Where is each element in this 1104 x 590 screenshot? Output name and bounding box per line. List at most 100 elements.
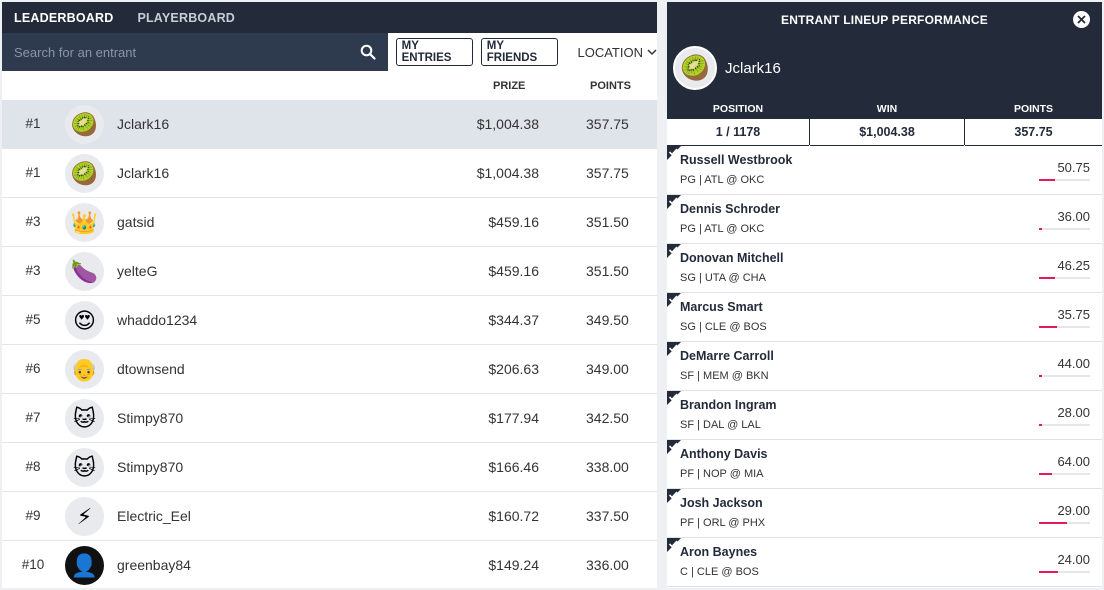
player-progress-bar xyxy=(1039,375,1090,377)
avatar: ⚡ xyxy=(65,497,104,536)
player-points: 64.00 xyxy=(1057,454,1090,469)
chevron-down-icon xyxy=(647,48,657,55)
checkmark-icon xyxy=(667,195,681,209)
player-progress-bar xyxy=(1039,473,1090,475)
my-entries-button[interactable]: MY ENTRIES xyxy=(395,38,473,66)
player-progress-bar xyxy=(1039,228,1090,230)
progress-fill xyxy=(1039,179,1056,181)
player-name: Russell Westbrook xyxy=(680,153,793,167)
prize-column-header: PRIZE xyxy=(493,80,526,92)
entrant-name[interactable]: Jclark16 xyxy=(117,165,170,181)
checkmark-icon xyxy=(667,391,681,405)
player-name: Anthony Davis xyxy=(680,447,768,461)
tab-bar: LEADERBOARD PLAYERBOARD xyxy=(2,2,657,33)
entrant-name[interactable]: Electric_Eel xyxy=(117,508,191,524)
player-game-info: PF | NOP @ MIA xyxy=(680,468,764,480)
tab-playerboard[interactable]: PLAYERBOARD xyxy=(137,10,236,25)
table-row[interactable]: #3 🍆 yelteG $459.16 351.50 xyxy=(2,247,657,296)
player-progress-bar xyxy=(1039,571,1090,573)
stat-position: POSITION 1 / 1178 xyxy=(667,99,810,146)
toolbar: MY ENTRIES MY FRIENDS LOCATION xyxy=(2,33,657,71)
table-row[interactable]: #10 👤 greenbay84 $149.24 336.00 xyxy=(2,541,657,588)
table-row[interactable]: #9 ⚡ Electric_Eel $160.72 337.50 xyxy=(2,492,657,541)
entrant-points: 349.00 xyxy=(586,361,629,377)
location-dropdown[interactable]: LOCATION xyxy=(577,45,657,60)
player-points: 36.00 xyxy=(1057,209,1090,224)
stat-value: 1 / 1178 xyxy=(667,119,809,146)
entrant-rank: #9 xyxy=(25,508,41,523)
table-row[interactable]: #1 🥝 Jclark16 $1,004.38 357.75 xyxy=(2,149,657,198)
list-item[interactable]: Aron Baynes C | CLE @ BOS 24.00 xyxy=(667,538,1102,587)
list-item[interactable]: Josh Jackson PF | ORL @ PHX 29.00 xyxy=(667,489,1102,538)
entrant-prize: $160.72 xyxy=(488,508,539,524)
player-points: 50.75 xyxy=(1057,160,1090,175)
avatar: 👴 xyxy=(65,350,104,389)
stat-value: 357.75 xyxy=(965,119,1102,146)
table-row[interactable]: #5 😍 whaddo1234 $344.37 349.50 xyxy=(2,296,657,345)
entrant-prize: $166.46 xyxy=(488,459,539,475)
player-game-info: SG | CLE @ BOS xyxy=(680,321,767,333)
list-item[interactable]: Donovan Mitchell SG | UTA @ CHA 46.25 xyxy=(667,244,1102,293)
location-label: LOCATION xyxy=(577,44,643,60)
table-row[interactable]: #1 🥝 Jclark16 $1,004.38 357.75 xyxy=(2,100,657,149)
entrant-name[interactable]: Stimpy870 xyxy=(117,459,184,475)
search-input[interactable] xyxy=(14,44,360,60)
entrant-name[interactable]: dtownsend xyxy=(117,361,185,377)
my-friends-button[interactable]: MY FRIENDS xyxy=(480,38,559,66)
player-points: 35.75 xyxy=(1057,307,1090,322)
entrant-name[interactable]: greenbay84 xyxy=(117,557,191,573)
list-item[interactable]: DeMarre Carroll SF | MEM @ BKN 44.00 xyxy=(667,342,1102,391)
panel-title: ENTRANT LINEUP PERFORMANCE xyxy=(781,13,988,27)
stat-points: POINTS 357.75 xyxy=(965,99,1102,146)
entrant-prize: $459.16 xyxy=(488,214,539,230)
entrant-points: 336.00 xyxy=(586,557,629,573)
list-item[interactable]: Anthony Davis PF | NOP @ MIA 64.00 xyxy=(667,440,1102,489)
entrant-prize: $344.37 xyxy=(488,312,539,328)
entrant-rank: #8 xyxy=(25,459,41,474)
player-points: 24.00 xyxy=(1057,552,1090,567)
avatar: 👑 xyxy=(65,203,104,242)
table-row[interactable]: #7 🐱 Stimpy870 $177.94 342.50 xyxy=(2,394,657,443)
checkmark-icon xyxy=(667,146,681,160)
progress-fill xyxy=(1039,571,1059,573)
tab-leaderboard[interactable]: LEADERBOARD xyxy=(14,10,114,25)
player-name: Donovan Mitchell xyxy=(680,251,784,265)
list-item[interactable]: Russell Westbrook PG | ATL @ OKC 50.75 xyxy=(667,146,1102,195)
entrant-name[interactable]: whaddo1234 xyxy=(117,312,198,328)
entrant-points: 349.50 xyxy=(586,312,629,328)
player-progress-bar xyxy=(1039,424,1090,426)
table-row[interactable]: #8 🐱 Stimpy870 $166.46 338.00 xyxy=(2,443,657,492)
player-name: Aron Baynes xyxy=(680,545,758,559)
stat-label: POINTS xyxy=(965,99,1102,119)
search-icon[interactable] xyxy=(360,44,376,60)
avatar: 🥝 xyxy=(65,105,104,144)
leaderboard-panel: LEADERBOARD PLAYERBOARD MY ENTRIES MY FR… xyxy=(2,2,657,588)
player-game-info: SG | UTA @ CHA xyxy=(680,272,766,284)
table-row[interactable]: #6 👴 dtownsend $206.63 349.00 xyxy=(2,345,657,394)
entrant-name[interactable]: gatsid xyxy=(117,214,155,230)
entrant-points: 337.50 xyxy=(586,508,629,524)
checkmark-icon xyxy=(667,538,681,552)
checkmark-icon xyxy=(667,244,681,258)
table-row[interactable]: #3 👑 gatsid $459.16 351.50 xyxy=(2,198,657,247)
entrant-points: 351.50 xyxy=(586,214,629,230)
entrant-name[interactable]: Jclark16 xyxy=(117,116,170,132)
player-points: 44.00 xyxy=(1057,356,1090,371)
checkmark-icon xyxy=(667,440,681,454)
player-points: 46.25 xyxy=(1057,258,1090,273)
player-name: Brandon Ingram xyxy=(680,398,777,412)
entrant-name[interactable]: yelteG xyxy=(117,263,158,279)
column-headers: PRIZE POINTS xyxy=(2,71,657,100)
list-item[interactable]: Marcus Smart SG | CLE @ BOS 35.75 xyxy=(667,293,1102,342)
entrant-prize: $1,004.38 xyxy=(476,116,539,132)
entrant-prize: $206.63 xyxy=(488,361,539,377)
entrant-avatar: 🥝 xyxy=(673,46,717,90)
entrant-name[interactable]: Stimpy870 xyxy=(117,410,184,426)
close-button[interactable] xyxy=(1073,11,1090,28)
list-item[interactable]: Brandon Ingram SF | DAL @ LAL 28.00 xyxy=(667,391,1102,440)
avatar: 🐱 xyxy=(65,399,104,438)
checkmark-icon xyxy=(667,489,681,503)
entrant-list: #1 🥝 Jclark16 $1,004.38 357.75 #1 🥝 Jclark16 $1,… xyxy=(2,100,657,588)
list-item[interactable]: Dennis Schroder PG | ATL @ OKC 36.00 xyxy=(667,195,1102,244)
avatar: 🥝 xyxy=(65,154,104,193)
